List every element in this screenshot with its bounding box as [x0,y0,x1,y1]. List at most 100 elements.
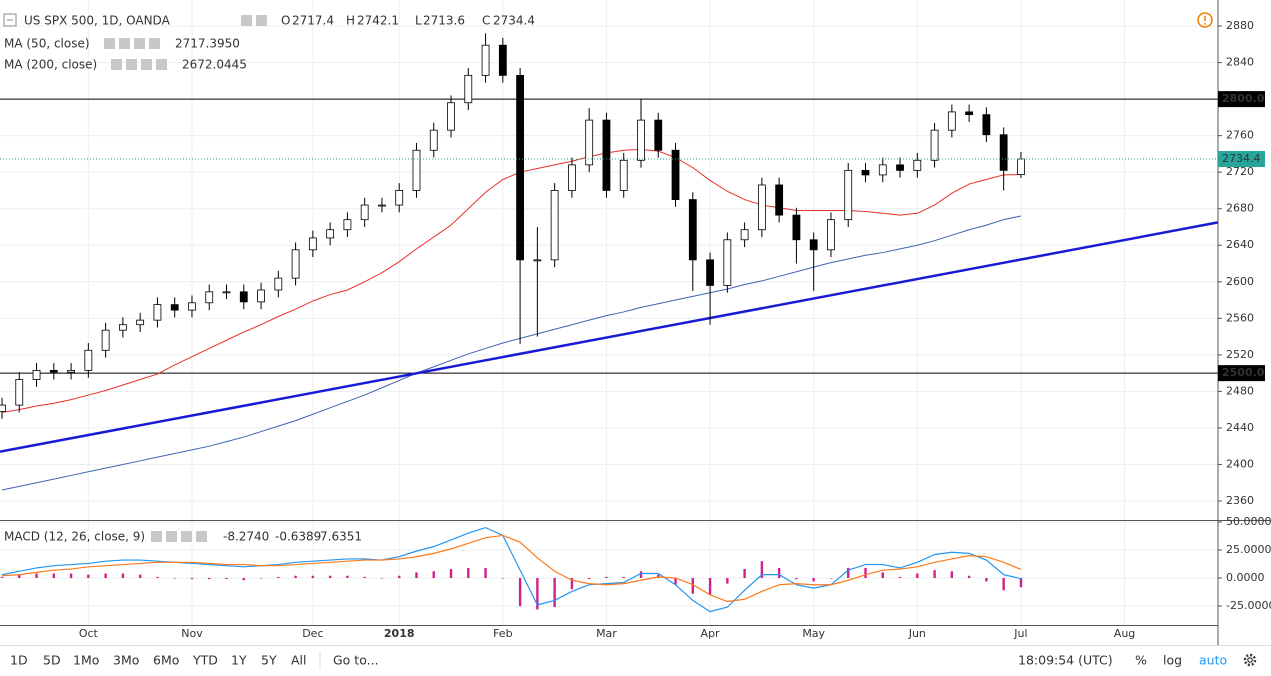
candle-body [257,289,265,303]
candle-body [274,277,283,291]
candle-body [49,369,58,373]
candle-body [378,204,386,207]
indicator-name[interactable]: MACD (12, 26, close, 9) [4,530,145,544]
label-layer: Oct Nov Dec 2018 Feb Mar Apr May Jun Jul Aug 2360 24… [4,14,1271,670]
level-label-box [1218,91,1265,108]
candle-body [1017,158,1025,175]
range-button[interactable]: 1D [10,653,28,668]
histogram-bar [812,578,815,582]
histogram-bar [398,575,401,579]
candle-body [67,369,75,373]
candle-body [827,219,835,251]
y-tick-label: 50.0000 [1226,515,1271,528]
candle-body [861,169,870,176]
candle-body [671,149,680,200]
alert-icon[interactable] [1197,12,1213,28]
indicator-name[interactable]: MA (50, close) [4,37,90,51]
settings-icon[interactable] [1243,653,1257,667]
histogram-bar [674,578,677,585]
range-button[interactable]: All [291,653,307,668]
histogram-bar [259,578,263,579]
candle-body [982,114,991,136]
candle-body [757,184,766,231]
level-label: 2500.0 [1222,366,1265,379]
time-tick-label: Mar [596,627,617,640]
range-button[interactable]: 6Mo [153,653,179,668]
y-tick-label: 2400 [1226,457,1254,470]
histogram-bar [156,576,159,579]
range-button[interactable]: 1Mo [73,653,99,668]
scale-option[interactable]: auto [1199,653,1227,668]
histogram-bar [484,567,487,579]
histogram-bar [639,571,643,579]
candle-body [0,404,6,412]
candle-body [481,44,490,76]
candle-body [947,111,956,131]
candle-body [930,129,939,161]
range-button[interactable]: 3Mo [113,653,139,668]
histogram-bar [985,578,988,582]
histogram-bar [829,578,833,579]
scale-option[interactable]: log [1163,653,1182,668]
indicator-name[interactable]: MA (200, close) [4,58,97,72]
alert-icon-dot [1204,23,1206,25]
time-tick-label: Apr [701,627,721,640]
histogram-bar [726,578,729,584]
candle-body [896,164,904,171]
histogram-bar [847,567,850,579]
range-button[interactable]: 1Y [231,653,247,668]
indicator-value: -8.2740 [223,530,269,544]
y-tick-label: 2760 [1226,129,1254,142]
time-tick-label: Feb [493,627,512,640]
range-button[interactable]: YTD [192,653,218,668]
collapse-icon[interactable] [3,13,17,27]
time-tick-label: Dec [302,627,323,640]
histogram-bar [950,571,954,579]
candle-body [15,379,24,406]
range-button[interactable]: 5Y [261,653,277,668]
histogram-bar [1019,578,1023,588]
candle-body [619,159,628,191]
time-tick-label: Nov [181,627,203,640]
scale-option[interactable]: % [1135,653,1147,668]
ohlc-label: L [415,14,422,28]
histogram-bar [933,570,936,579]
candle-body [188,302,196,311]
y-tick-label: 0.0000 [1226,571,1265,584]
symbol-title[interactable]: US SPX 500, 1D, OANDA [24,14,171,28]
last-price-box [1218,151,1265,168]
ohlc-value: 2717.4 [292,14,334,28]
y-tick-label: 2360 [1226,494,1254,507]
candle-body [602,119,611,191]
candle-body [222,291,231,294]
candle-body [516,74,524,261]
time-tick-label: Oct [79,627,99,640]
y-tick-label: 2840 [1226,56,1254,69]
histogram-bar [121,573,125,579]
histogram-bar [467,567,470,579]
trendline [0,221,1219,453]
goto-button[interactable]: Go to... [333,653,379,668]
histogram-bar [518,578,522,607]
candle-body [84,349,93,371]
range-button[interactable]: 5D [43,653,61,668]
histogram-bar [18,574,21,579]
histogram-bar [294,575,297,579]
time-tick-label: Aug [1114,627,1135,640]
histogram-bar [605,576,608,579]
candle-body [568,164,576,191]
histogram-bar [328,575,332,579]
histogram-bar [208,578,211,580]
indicator-value: 2672.0445 [182,58,247,72]
candle-body [654,119,663,151]
candle-body [740,229,749,241]
candle-body [809,239,818,251]
candle-body [429,129,438,151]
histogram-bar [104,573,107,579]
y-tick-label: 2880 [1226,19,1254,32]
candle-body [205,291,214,304]
histogram-bar [1002,578,1005,591]
